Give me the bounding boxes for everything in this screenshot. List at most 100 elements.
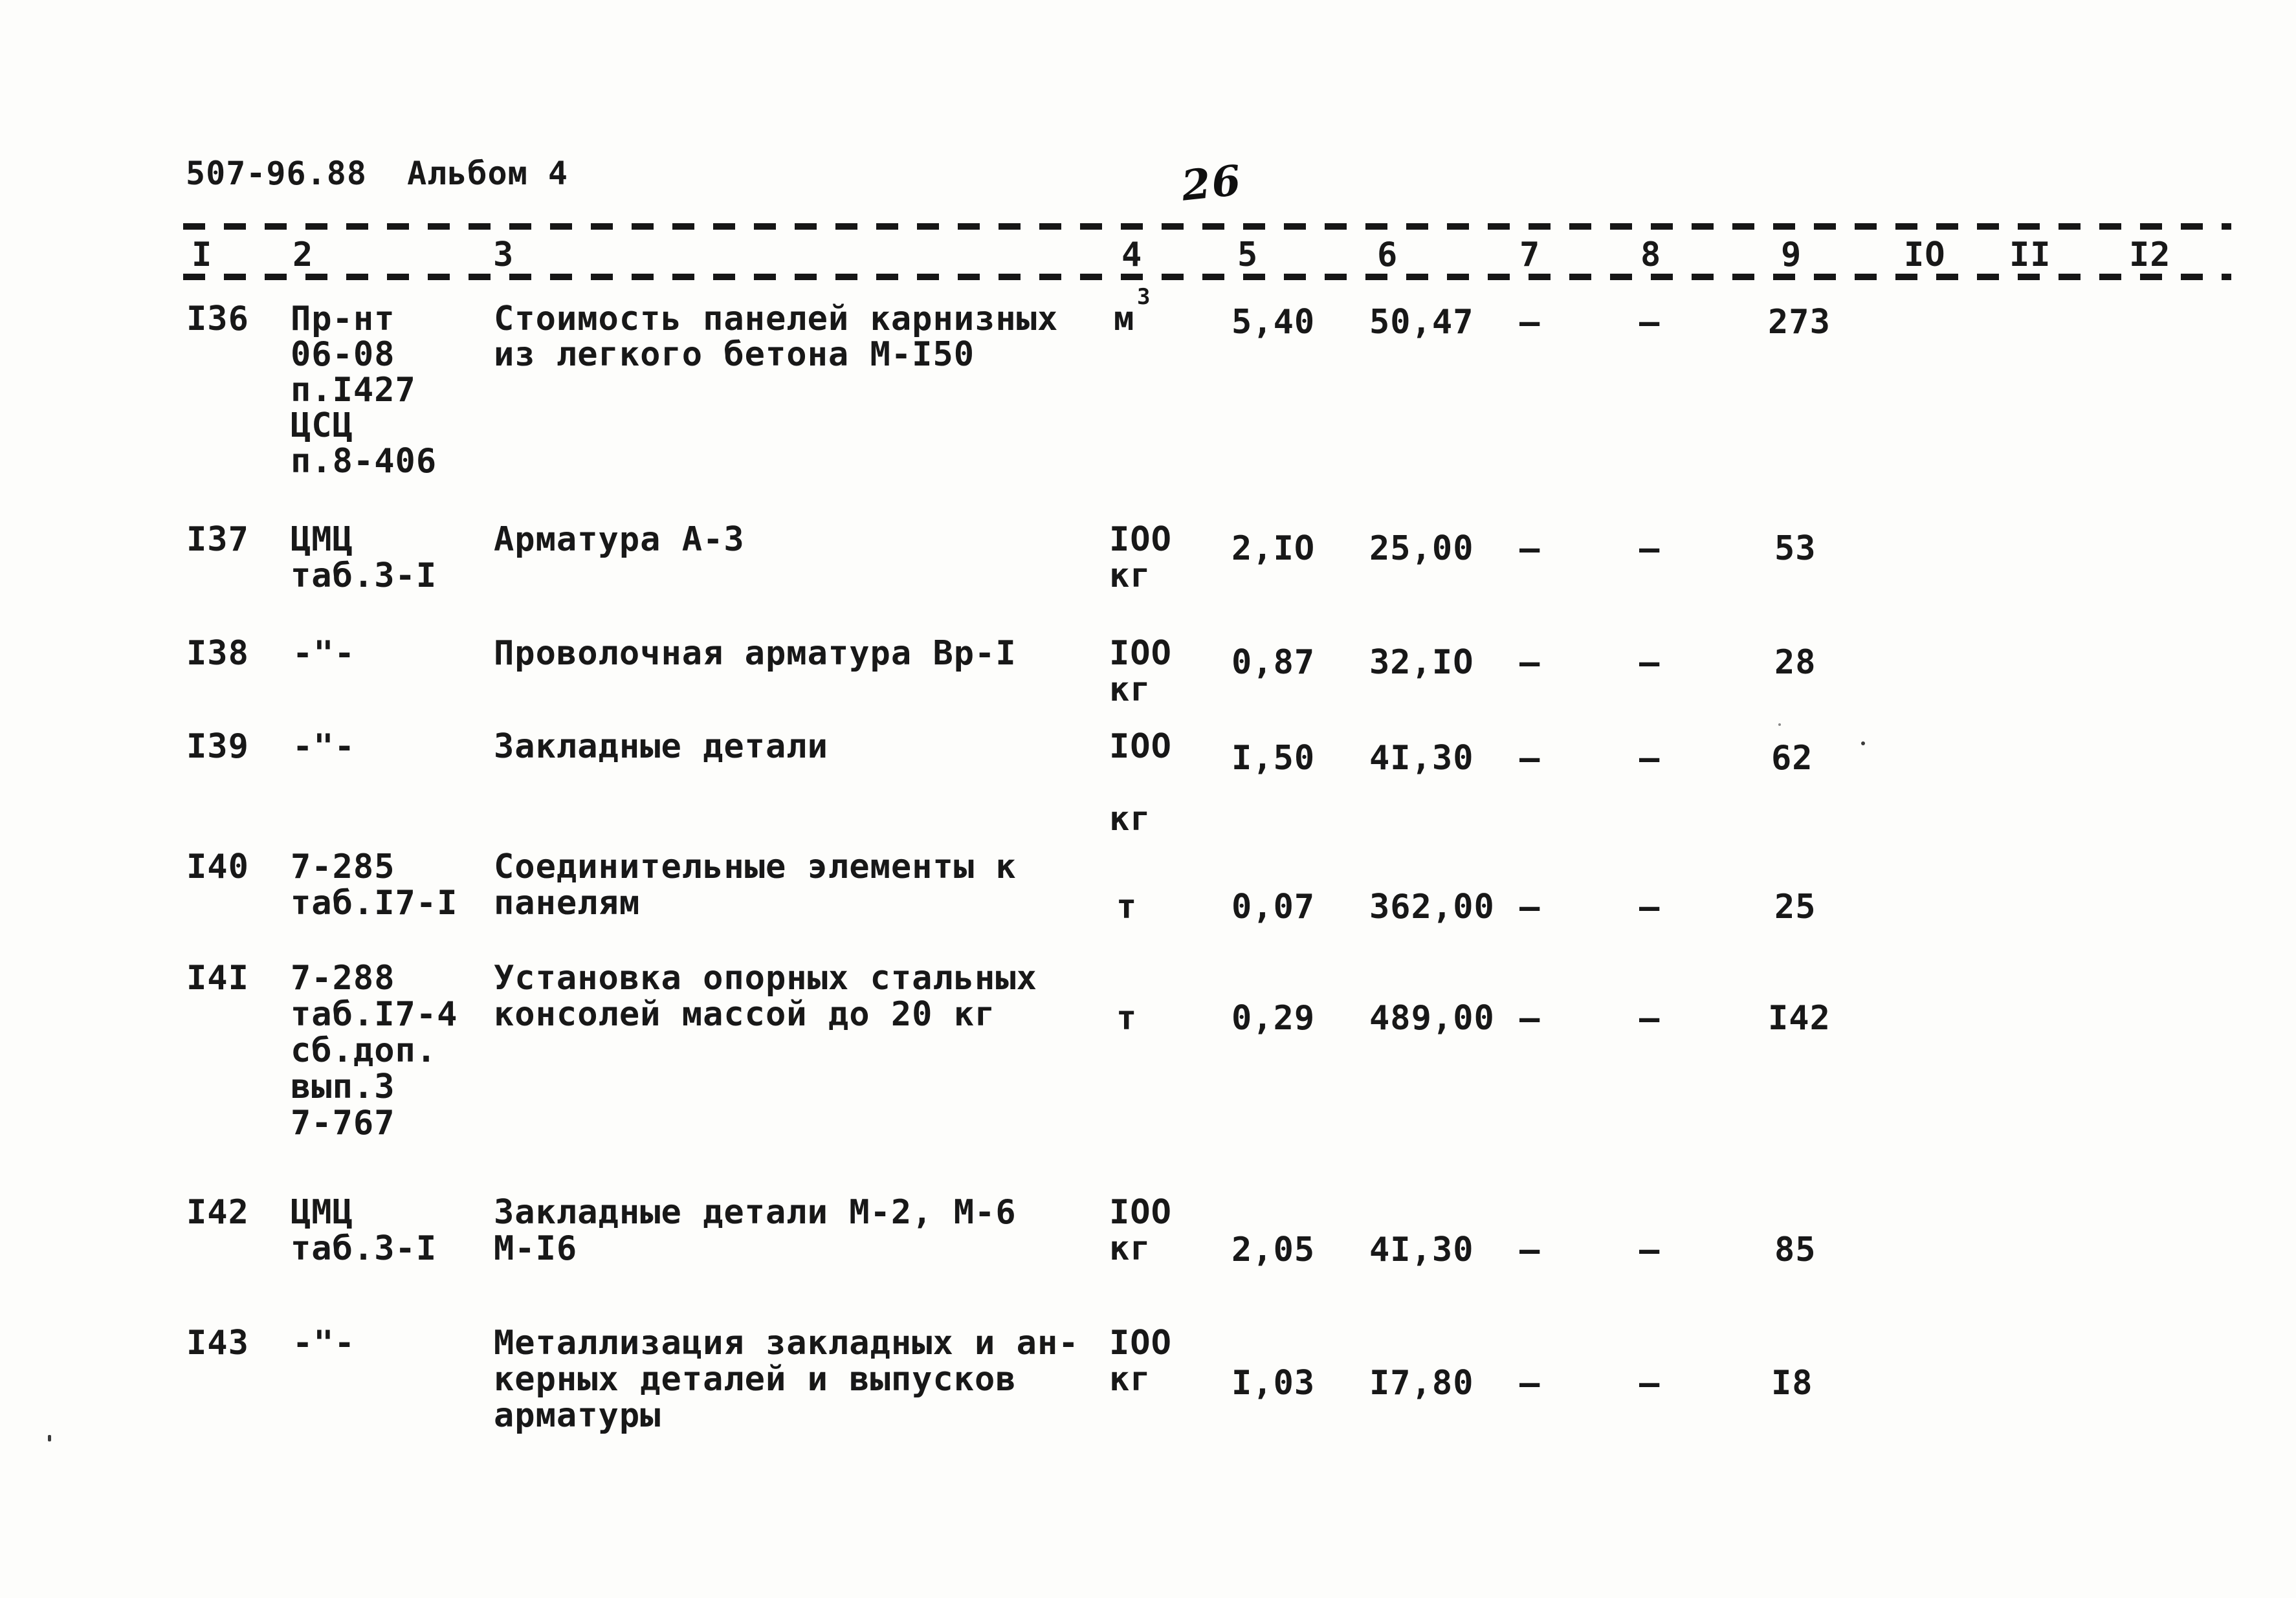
row-139-total: 62 — [1771, 739, 1813, 778]
row-141-unit: т — [1116, 999, 1138, 1038]
row-136-cost: 50,47 — [1369, 303, 1474, 342]
row-136-col8-dash: – — [1639, 303, 1661, 342]
row-136-unit-sup: 3 — [1137, 284, 1151, 310]
row-140-unit: т — [1116, 888, 1138, 926]
col-header-1: I — [192, 235, 213, 274]
row-138-col7-dash: – — [1519, 643, 1541, 682]
row-138-desc-line1: Проволочная арматура Вр-I — [494, 634, 1017, 673]
row-137-total: 53 — [1774, 529, 1816, 568]
row-136-num: I36 — [186, 300, 249, 338]
row-137-unit-line1: IOO — [1109, 520, 1172, 559]
scan-speck — [48, 1435, 51, 1441]
row-141-col8-dash: – — [1639, 999, 1661, 1038]
row-140-desc-line1: Соединительные элементы к — [494, 848, 1017, 886]
col-header-12: I2 — [2129, 235, 2171, 274]
row-137-desc-line1: Арматура А-3 — [494, 520, 745, 559]
row-140-col8-dash: – — [1639, 888, 1661, 926]
col-header-10: IO — [1904, 235, 1946, 274]
row-139-cost: 4I,30 — [1369, 739, 1474, 778]
row-138-ref-ditto: -"- — [293, 634, 355, 673]
row-140-num: I40 — [186, 848, 249, 886]
row-141-num: I4I — [186, 959, 249, 998]
row-136-ref-line4: ЦСЦ — [291, 406, 353, 445]
row-143-num: I43 — [186, 1324, 249, 1363]
row-142-unit-line2: кг — [1109, 1229, 1151, 1268]
row-138-qty: 0,87 — [1231, 643, 1316, 682]
row-136-desc-line2: из легкого бетона М-I50 — [494, 335, 975, 374]
row-141-cost: 489,00 — [1369, 999, 1495, 1038]
row-138-unit-line1: IOO — [1109, 634, 1172, 673]
row-141-ref-line5: 7-767 — [291, 1104, 395, 1143]
row-139-unit-line1: IOO — [1109, 727, 1172, 766]
row-137-num: I37 — [186, 520, 249, 559]
scan-speck — [1778, 723, 1781, 726]
row-136-qty: 5,40 — [1231, 303, 1316, 342]
row-142-cost: 4I,30 — [1369, 1231, 1474, 1269]
row-143-col7-dash: – — [1519, 1364, 1541, 1403]
row-137-cost: 25,00 — [1369, 529, 1474, 568]
row-139-ref-ditto: -"- — [293, 727, 355, 766]
row-141-ref-line1: 7-288 — [291, 959, 395, 998]
col-header-7: 7 — [1519, 235, 1541, 274]
row-143-unit-line2: кг — [1109, 1360, 1151, 1399]
table-top-dashed-border — [183, 223, 2231, 230]
row-142-num: I42 — [186, 1193, 249, 1232]
row-140-total: 25 — [1774, 888, 1816, 926]
row-136-ref-line1: Пр-нт — [291, 300, 395, 338]
row-141-ref-line4: вып.3 — [291, 1067, 395, 1106]
col-header-9: 9 — [1781, 235, 1802, 274]
table-header-dashed-border — [183, 274, 2231, 280]
col-header-3: 3 — [493, 235, 514, 274]
row-142-col7-dash: – — [1519, 1231, 1541, 1269]
row-139-unit-line2: кг — [1109, 800, 1151, 838]
row-141-desc-line2: консолей массой до 20 кг — [494, 995, 996, 1034]
row-137-ref-line2: таб.3-I — [291, 556, 437, 595]
row-139-qty: I,50 — [1231, 739, 1316, 778]
row-136-desc-line1: Стоимость панелей карнизных — [494, 300, 1059, 338]
row-136-ref-line3: п.I427 — [291, 371, 416, 410]
row-141-total: I42 — [1768, 999, 1831, 1038]
row-139-col8-dash: – — [1639, 739, 1661, 778]
row-137-unit-line2: кг — [1109, 556, 1151, 595]
page-number-handwritten: 26 — [1179, 156, 1244, 211]
row-143-total: I8 — [1771, 1364, 1813, 1403]
col-header-8: 8 — [1640, 235, 1662, 274]
row-143-col8-dash: – — [1639, 1364, 1661, 1403]
row-138-col8-dash: – — [1639, 643, 1661, 682]
row-141-desc-line1: Установка опорных стальных — [494, 959, 1037, 998]
scan-speck — [1861, 741, 1865, 745]
row-141-ref-line3: сб.доп. — [291, 1031, 437, 1070]
row-142-qty: 2,05 — [1231, 1231, 1316, 1269]
row-136-unit: м — [1114, 300, 1135, 338]
row-137-ref-line1: ЦМЦ — [291, 520, 353, 559]
row-136-total: 273 — [1768, 303, 1831, 342]
row-143-desc-line1: Металлизация закладных и ан- — [494, 1324, 1079, 1363]
col-header-11: II — [2009, 235, 2051, 274]
row-137-col8-dash: – — [1639, 529, 1661, 568]
row-142-desc-line1: Закладные детали М-2, М-6 — [494, 1193, 1017, 1232]
row-139-col7-dash: – — [1519, 739, 1541, 778]
row-138-unit-line2: кг — [1109, 670, 1151, 709]
row-141-ref-line2: таб.I7-4 — [291, 995, 458, 1034]
col-header-4: 4 — [1121, 235, 1143, 274]
row-143-ref-ditto: -"- — [293, 1324, 355, 1363]
row-143-desc-line2: керных деталей и выпусков — [494, 1360, 1017, 1399]
row-138-num: I38 — [186, 634, 249, 673]
row-136-ref-line2: 06-08 — [291, 335, 395, 374]
doc-code-album: 507-96.88 Альбом 4 — [186, 155, 568, 192]
row-138-cost: 32,IO — [1369, 643, 1474, 682]
row-138-total: 28 — [1774, 643, 1816, 682]
row-142-ref-line2: таб.3-I — [291, 1229, 437, 1268]
row-140-ref-line2: таб.I7-I — [291, 884, 458, 923]
row-141-qty: 0,29 — [1231, 999, 1316, 1038]
row-140-qty: 0,07 — [1231, 888, 1316, 926]
row-143-unit-line1: IOO — [1109, 1324, 1172, 1363]
row-136-col7-dash: – — [1519, 303, 1541, 342]
row-139-desc-line1: Закладные детали — [494, 727, 828, 766]
row-142-total: 85 — [1774, 1231, 1816, 1269]
row-142-ref-line1: ЦМЦ — [291, 1193, 353, 1232]
row-137-qty: 2,IO — [1231, 529, 1316, 568]
row-137-col7-dash: – — [1519, 529, 1541, 568]
row-142-unit-line1: IOO — [1109, 1193, 1172, 1232]
